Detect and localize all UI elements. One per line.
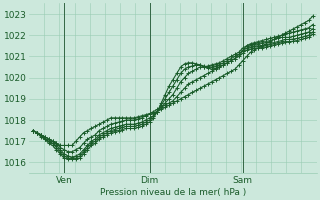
X-axis label: Pression niveau de la mer( hPa ): Pression niveau de la mer( hPa ): [100, 188, 246, 197]
